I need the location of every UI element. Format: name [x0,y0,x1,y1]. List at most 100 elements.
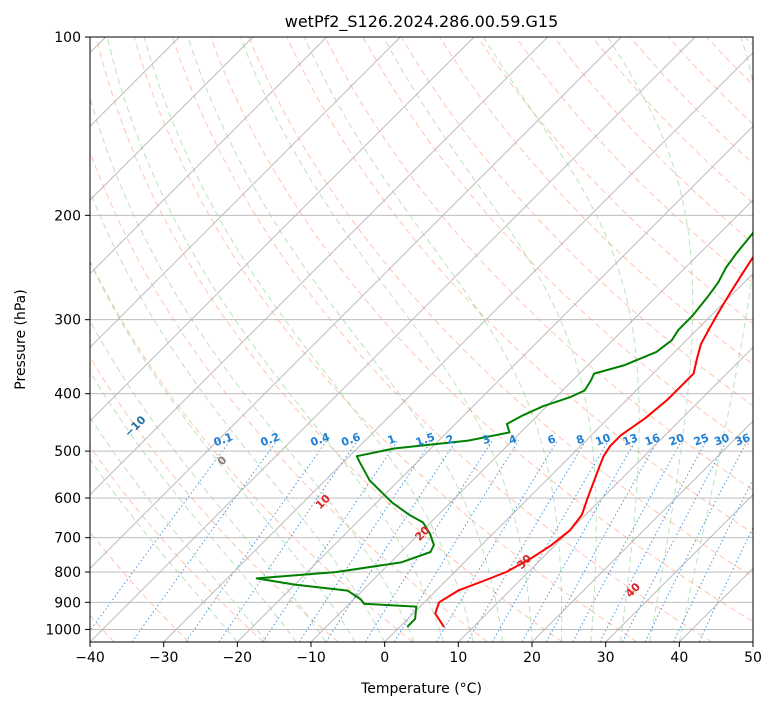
isotherm [605,494,753,642]
dry-adiabat [248,37,753,578]
y-axis-label: Pressure (hPa) [13,289,29,389]
y-tick-label: 1000 [45,622,81,638]
chart-title: wetPf2_S126.2024.286.00.59.G15 [285,12,559,32]
isotherm [90,37,401,348]
mixing-ratio-label: 13 [621,431,640,448]
mixing-ratio-label: 16 [643,431,662,449]
mixing-ratio-label: 4 [507,432,519,447]
moist-adiabat [90,416,268,642]
isotherm [90,37,327,275]
isotherm [384,273,753,642]
mixing-ratio-label: 30 [712,431,731,449]
mixing-ratio-label: 1 [386,432,398,447]
x-tick-label: −40 [75,650,105,666]
y-tick-label: 200 [54,208,81,224]
x-tick-label: 20 [523,650,541,666]
mixing-ratio-line [262,440,399,642]
mixing-ratio-line [521,440,637,642]
mixing-ratio-label: 20 [667,431,686,449]
y-tick-label: 600 [54,491,81,507]
mixing-ratio-line [435,440,558,642]
moist-adiabat [90,370,297,642]
mixing-ratio-label: 8 [574,432,586,447]
mixing-ratio-line [672,478,753,642]
y-tick-label: 100 [54,30,81,46]
mixing-ratio-label: 0.2 [259,430,282,449]
dry-adiabat [286,37,753,534]
mixing-ratio-line [572,440,683,642]
moist-adiabat [143,37,474,642]
mixing-ratio-line [364,440,493,642]
x-tick-label: 0 [380,650,389,666]
isotherm [163,52,753,642]
dewpoint-line [255,230,753,628]
isotherm [531,420,753,642]
moist-adiabat [90,319,327,642]
dry-adiabat [90,445,264,642]
mixing-ratio-label: 0.1 [212,430,235,449]
isotherm [90,37,475,422]
isotherm [90,37,622,569]
y-tick-label: 700 [54,531,81,547]
x-tick-label: −30 [149,650,179,666]
mixing-ratio-line [90,440,231,632]
x-tick-label: 40 [670,650,688,666]
moist-adiabat [90,458,238,642]
dry-adiabat [95,37,563,642]
moist-adiabat [187,37,503,642]
isotherm [310,199,753,642]
mixing-ratio-label: 25 [692,431,711,448]
y-tick-label: 900 [54,595,81,611]
mixing-ratio-line [131,440,278,642]
mixing-ratio-line [325,440,457,642]
y-tick-label: 500 [54,444,81,460]
isotherm [458,346,753,642]
y-tick-label: 800 [54,565,81,581]
mixing-ratio-label: 2 [444,432,456,447]
mixing-ratio-line [491,440,609,642]
mixing-ratio-label: 3 [480,432,492,447]
moist-adiabat [90,260,356,642]
mixing-ratio-label: 10 [594,431,613,449]
plot-frame [89,36,754,643]
dry-adiabat [515,37,753,284]
x-axis-label: Temperature (°C) [360,681,482,697]
mixing-ratio-label: 6 [546,432,558,447]
moist-adiabat [239,37,533,642]
moist-adiabat [678,37,753,642]
x-tick-label: 10 [449,650,467,666]
mixing-ratio-line [298,440,432,642]
x-tick-label: 50 [744,650,762,666]
mixing-ratio-label: 0.6 [340,430,363,449]
isotherm [90,37,548,496]
dry-adiabat [90,356,339,642]
dry-adiabat [324,37,753,491]
moist-adiabat [482,37,640,642]
isotherm [237,125,753,642]
moist-adiabat [303,37,563,642]
isotherm [90,37,696,642]
mixing-ratio-line [644,440,748,642]
mixing-ratio-label: 1.5 [414,430,437,449]
dry-adiabat [210,37,753,623]
dry-adiabat [133,37,638,642]
dry-adiabat [90,259,414,642]
moist-adiabat [106,37,445,642]
dry-adiabat [171,37,712,642]
x-tick-label: −10 [296,650,326,666]
isotherm [90,37,254,201]
mixing-ratio-line [467,440,587,642]
y-tick-label: 400 [54,387,81,403]
y-tick-label: 300 [54,313,81,329]
moist-adiabat [383,37,597,642]
x-tick-label: 30 [597,650,615,666]
mixing-ratio-label: 0.4 [309,430,332,449]
mixing-ratio-label: 36 [733,431,752,449]
temperature-line [434,255,753,628]
moist-adiabat [607,37,694,642]
mixing-ratio-line [185,440,328,642]
x-tick-label: −20 [223,650,253,666]
moist-adiabat [90,189,386,642]
mixing-ratio-line [545,440,659,642]
